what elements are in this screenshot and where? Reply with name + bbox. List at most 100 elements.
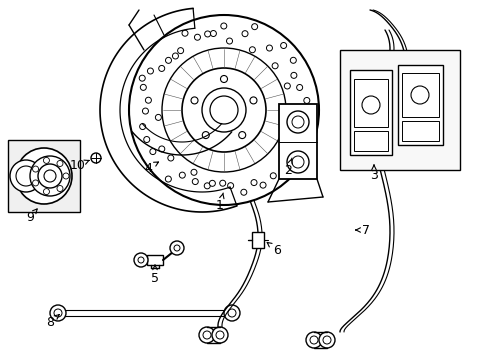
Circle shape (219, 180, 225, 186)
Circle shape (43, 157, 49, 163)
Text: 3: 3 (369, 165, 377, 181)
Circle shape (149, 149, 156, 154)
Text: 10: 10 (70, 158, 89, 171)
Circle shape (303, 98, 309, 103)
Circle shape (199, 327, 215, 343)
Circle shape (271, 63, 278, 69)
Text: 1: 1 (216, 193, 224, 212)
Circle shape (30, 156, 70, 196)
Bar (147, 255, 163, 265)
Circle shape (177, 48, 183, 54)
Circle shape (240, 189, 246, 195)
Circle shape (296, 114, 303, 120)
Circle shape (159, 66, 164, 71)
Circle shape (191, 169, 197, 175)
Text: 8: 8 (46, 315, 59, 328)
Circle shape (296, 139, 302, 145)
Circle shape (260, 182, 265, 188)
Circle shape (296, 85, 302, 90)
Circle shape (140, 123, 145, 130)
Circle shape (172, 53, 178, 59)
Bar (401, 121, 438, 141)
Text: 7: 7 (355, 224, 369, 237)
Circle shape (238, 131, 245, 139)
Circle shape (91, 153, 101, 163)
Circle shape (182, 30, 187, 36)
Circle shape (129, 15, 318, 205)
Circle shape (284, 83, 290, 89)
Circle shape (194, 34, 200, 40)
Circle shape (220, 76, 227, 82)
Circle shape (305, 111, 311, 117)
Text: 5: 5 (151, 265, 159, 284)
Circle shape (283, 168, 289, 174)
Circle shape (210, 31, 216, 36)
Circle shape (159, 146, 164, 152)
Circle shape (140, 84, 146, 90)
Circle shape (280, 42, 286, 49)
Circle shape (249, 97, 257, 104)
Circle shape (226, 38, 232, 44)
Circle shape (170, 241, 183, 255)
Bar (397, 65, 442, 145)
Circle shape (295, 144, 301, 149)
Circle shape (191, 97, 198, 104)
Circle shape (266, 45, 272, 51)
Circle shape (290, 72, 296, 78)
Text: 2: 2 (284, 158, 292, 176)
Circle shape (286, 151, 308, 173)
Circle shape (283, 152, 289, 158)
Circle shape (290, 57, 296, 63)
Bar (279, 104, 316, 179)
Circle shape (50, 305, 66, 321)
Bar (251, 232, 264, 248)
Circle shape (212, 327, 227, 343)
Circle shape (249, 47, 255, 53)
Circle shape (145, 97, 151, 103)
Circle shape (281, 171, 287, 177)
Circle shape (270, 173, 276, 179)
Circle shape (292, 128, 298, 134)
Circle shape (167, 155, 173, 161)
Circle shape (33, 180, 39, 186)
Circle shape (43, 189, 49, 195)
Circle shape (361, 96, 379, 114)
Circle shape (410, 86, 428, 104)
Circle shape (57, 161, 63, 166)
Circle shape (165, 176, 171, 182)
Circle shape (33, 166, 39, 172)
Circle shape (16, 148, 72, 204)
Circle shape (63, 173, 69, 179)
Circle shape (202, 131, 209, 139)
Bar (8, 140, 80, 212)
Circle shape (147, 68, 153, 74)
Circle shape (221, 23, 226, 29)
Circle shape (209, 180, 215, 186)
Circle shape (142, 108, 148, 114)
Circle shape (286, 111, 308, 133)
Text: 4: 4 (144, 162, 158, 175)
Bar (339, 50, 459, 170)
Bar (353, 79, 387, 127)
Circle shape (165, 57, 171, 63)
Circle shape (318, 332, 334, 348)
Circle shape (134, 253, 148, 267)
Circle shape (139, 75, 145, 81)
Text: 6: 6 (266, 242, 281, 256)
Bar (401, 73, 438, 117)
Circle shape (242, 31, 247, 37)
Circle shape (305, 332, 321, 348)
Circle shape (204, 183, 210, 189)
Circle shape (204, 31, 210, 37)
Circle shape (179, 172, 185, 178)
Circle shape (10, 160, 42, 192)
Circle shape (57, 185, 63, 192)
Bar (353, 131, 387, 151)
Circle shape (251, 24, 257, 30)
Circle shape (155, 114, 161, 120)
Circle shape (250, 180, 257, 185)
Text: 9: 9 (26, 209, 37, 224)
Bar (349, 70, 391, 155)
Circle shape (192, 179, 198, 185)
Circle shape (224, 305, 240, 321)
